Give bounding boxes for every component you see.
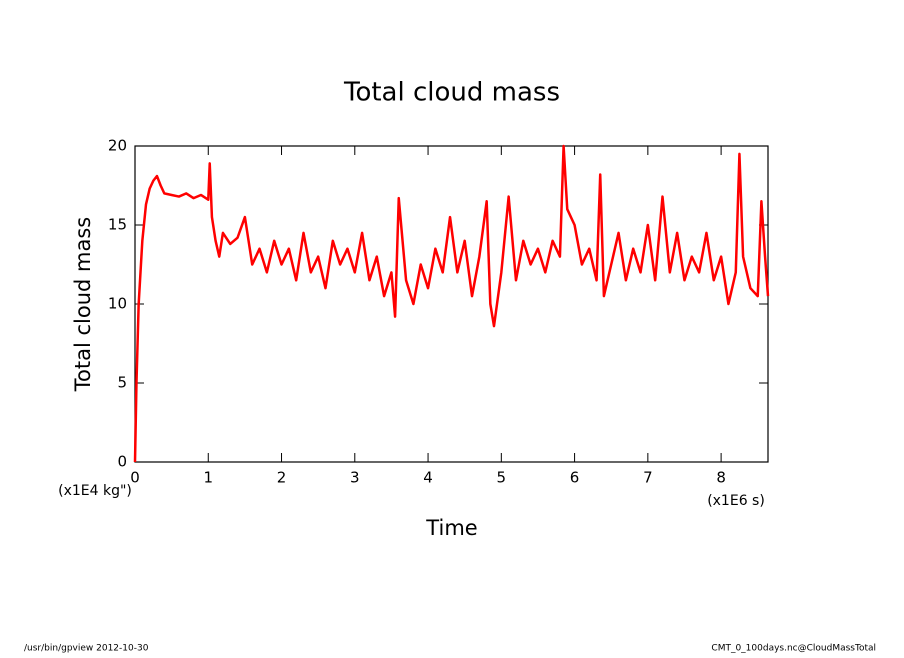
- x-tick-label: 8: [716, 469, 726, 487]
- y-tick-label: 10: [108, 295, 127, 313]
- x-tick-label: 0: [130, 469, 140, 487]
- x-axis-label: Time: [425, 516, 477, 540]
- y-tick-label: 20: [108, 137, 127, 155]
- x-tick-label: 4: [423, 469, 433, 487]
- plot-frame: [134, 145, 769, 463]
- x-tick-label: 2: [277, 469, 287, 487]
- x-tick-label: 5: [497, 469, 507, 487]
- footer-right: CMT_0_100days.nc@CloudMassTotal: [711, 644, 876, 654]
- footer-left: /usr/bin/gpview 2012-10-30: [24, 644, 149, 654]
- chart-title: Total cloud mass: [343, 78, 560, 108]
- data-line: [133, 144, 770, 463]
- y-tick-label: 5: [117, 374, 127, 392]
- y-axis-label: Total cloud mass: [71, 217, 95, 392]
- y-unit: (x1E4 kg"): [58, 483, 132, 499]
- x-tick-label: 1: [203, 469, 213, 487]
- x-tick-label: 6: [570, 469, 580, 487]
- x-tick-label: 3: [350, 469, 360, 487]
- y-tick-label: 0: [117, 453, 127, 471]
- x-unit: (x1E6 s): [707, 493, 765, 509]
- y-tick-label: 15: [108, 216, 127, 234]
- x-tick-label: 7: [643, 469, 653, 487]
